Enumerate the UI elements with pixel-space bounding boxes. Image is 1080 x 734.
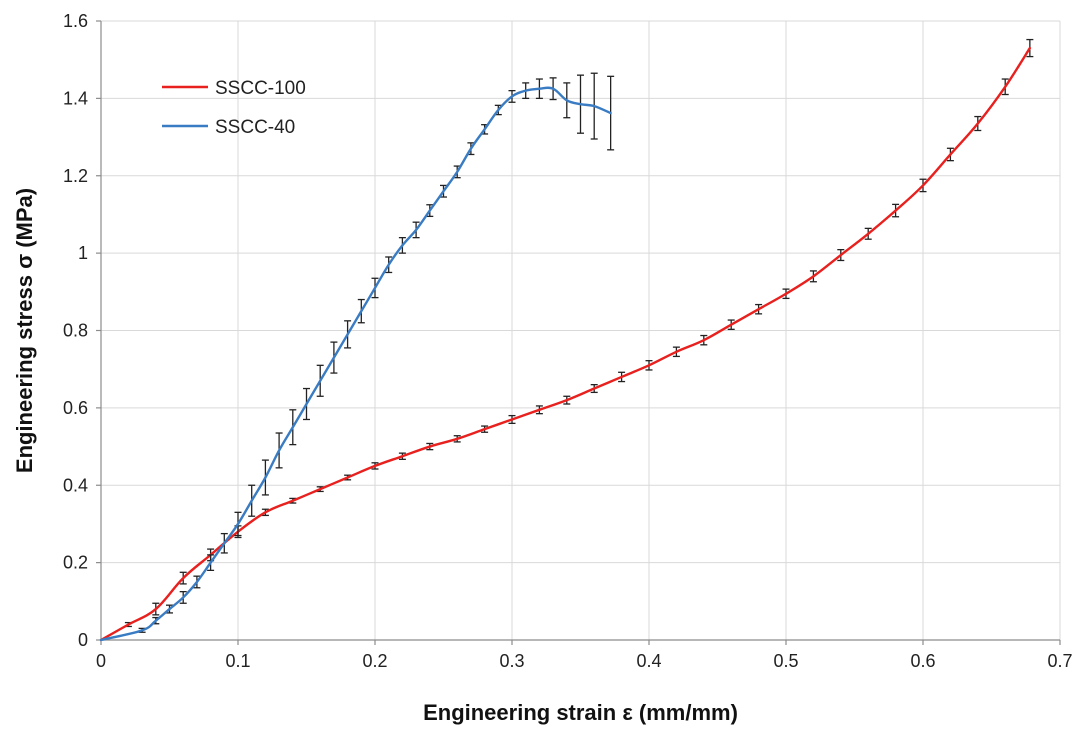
legend-item: SSCC-40 <box>162 117 295 138</box>
x-tick-label: 0.7 <box>1047 651 1072 671</box>
y-tick-label: 0.6 <box>63 398 88 418</box>
x-tick-label: 0.6 <box>910 651 935 671</box>
series-layer <box>99 38 1034 642</box>
x-tick-label: 0.5 <box>773 651 798 671</box>
series-sscc-100 <box>99 38 1034 642</box>
y-tick-label: 1.4 <box>63 88 88 108</box>
x-tick-label: 0.2 <box>362 651 387 671</box>
y-tick-label: 0.2 <box>63 553 88 573</box>
y-tick-label: 1.6 <box>63 11 88 31</box>
legend-label: SSCC-40 <box>215 117 295 138</box>
x-tick-label: 0.1 <box>225 651 250 671</box>
y-tick-label: 0.8 <box>63 321 88 341</box>
y-tick-label: 0.4 <box>63 475 88 495</box>
x-tick-label: 0 <box>96 651 106 671</box>
axes <box>96 20 1061 645</box>
series-sscc-40 <box>99 72 615 642</box>
y-axis-title: Engineering stress σ (MPa) <box>12 188 37 473</box>
x-tick-label: 0.3 <box>499 651 524 671</box>
y-tick-label: 0 <box>78 630 88 650</box>
y-tick-label: 1 <box>78 243 88 263</box>
legend: SSCC-100 SSCC-40 <box>162 78 306 138</box>
tick-labels: 0 0.1 0.2 0.3 0.4 0.5 0.6 0.7 0 0.2 0.4 0.6 0.8 1 1.2 1… <box>63 11 1073 671</box>
legend-label: SSCC-100 <box>215 78 306 99</box>
series-line <box>99 46 1032 642</box>
y-tick-label: 1.2 <box>63 166 88 186</box>
grid <box>101 20 1061 640</box>
x-tick-label: 0.4 <box>636 651 661 671</box>
x-axis-title: Engineering strain ε (mm/mm) <box>423 700 738 725</box>
series-line <box>99 86 612 642</box>
legend-item: SSCC-100 <box>162 78 306 99</box>
